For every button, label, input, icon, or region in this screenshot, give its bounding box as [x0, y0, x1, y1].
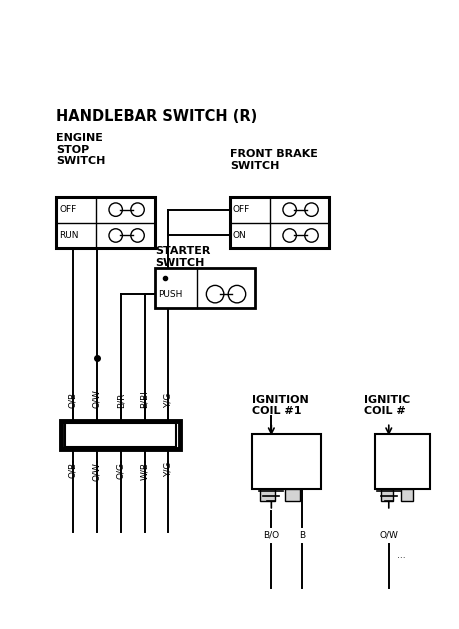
- Text: HANDLEBAR SWITCH (R): HANDLEBAR SWITCH (R): [56, 109, 257, 125]
- Text: PUSH: PUSH: [158, 289, 183, 299]
- Polygon shape: [381, 489, 393, 501]
- Polygon shape: [401, 489, 413, 501]
- Text: OFF: OFF: [233, 205, 250, 214]
- Polygon shape: [259, 489, 275, 501]
- Text: IGNITION
COIL #1: IGNITION COIL #1: [252, 394, 308, 416]
- Text: Y/G: Y/G: [164, 462, 173, 477]
- Text: OFF: OFF: [59, 205, 76, 214]
- Text: O/B: O/B: [68, 462, 78, 478]
- Text: ...: ...: [397, 550, 405, 560]
- Text: W/B: W/B: [140, 462, 149, 480]
- Polygon shape: [285, 489, 300, 501]
- Text: B/O: B/O: [263, 531, 280, 540]
- Text: IGNITIC
COIL #: IGNITIC COIL #: [364, 394, 410, 416]
- Polygon shape: [230, 197, 330, 248]
- Text: RUN: RUN: [59, 231, 78, 240]
- Text: FRONT BRAKE
SWITCH: FRONT BRAKE SWITCH: [230, 149, 318, 170]
- Polygon shape: [65, 423, 176, 447]
- Text: B/R: B/R: [116, 393, 125, 408]
- Text: Y/G: Y/G: [164, 393, 173, 408]
- Text: O/W: O/W: [92, 389, 101, 408]
- Polygon shape: [375, 434, 430, 489]
- Text: B/BI: B/BI: [140, 391, 149, 408]
- Text: ON: ON: [233, 231, 247, 240]
- Polygon shape: [61, 421, 180, 449]
- Polygon shape: [156, 269, 255, 308]
- Polygon shape: [252, 434, 321, 489]
- Text: O/B: O/B: [68, 392, 78, 408]
- Polygon shape: [56, 197, 156, 248]
- Text: O/G: O/G: [116, 462, 125, 479]
- Text: O/W: O/W: [379, 531, 398, 540]
- Text: B: B: [299, 531, 305, 540]
- Text: ENGINE
STOP
SWITCH: ENGINE STOP SWITCH: [56, 133, 106, 166]
- Text: O/W: O/W: [92, 462, 101, 481]
- Text: STARTER
SWITCH: STARTER SWITCH: [156, 247, 211, 268]
